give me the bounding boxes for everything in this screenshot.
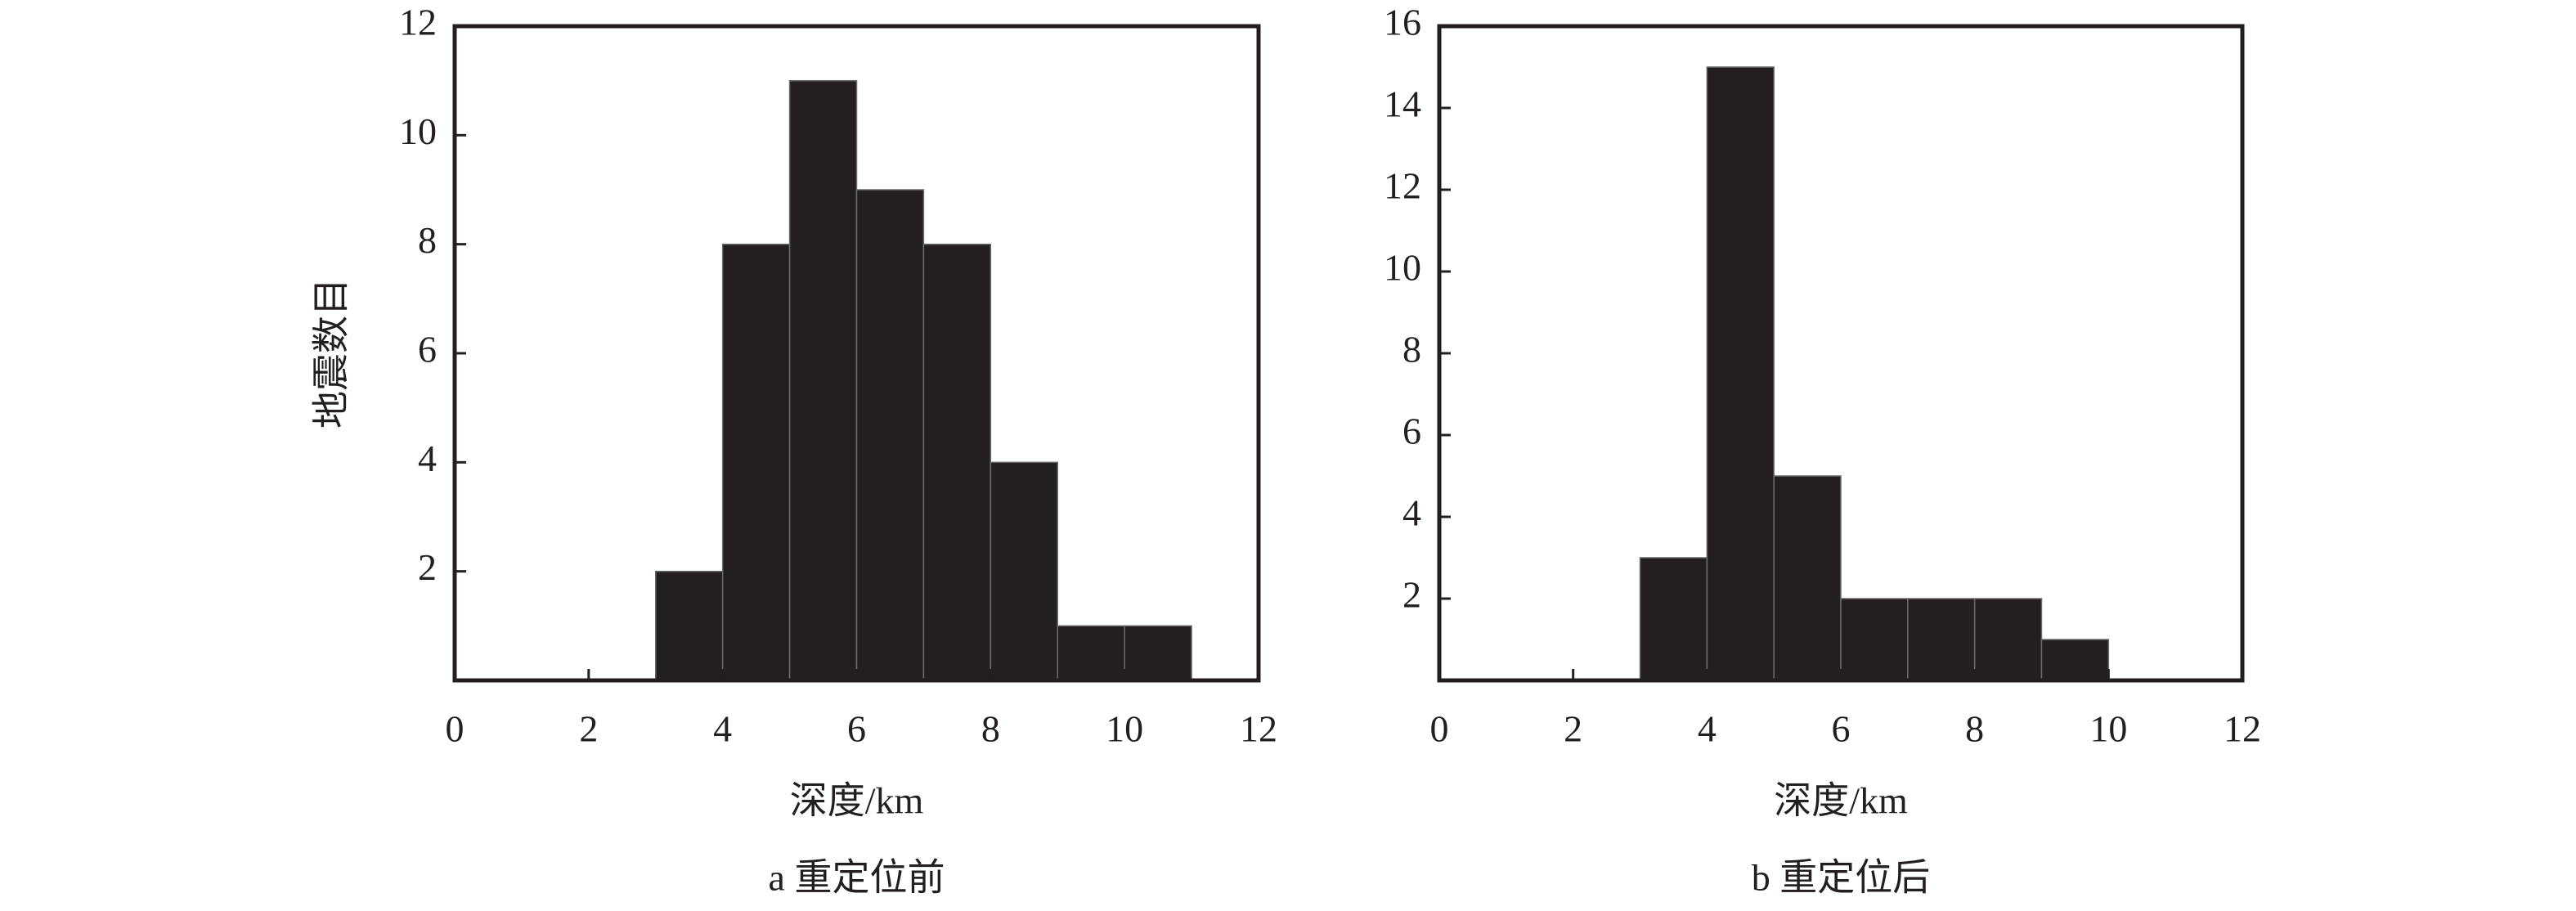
x-tick-label: 2 — [1564, 708, 1582, 750]
y-tick-label: 4 — [418, 438, 437, 479]
bar — [1706, 66, 1775, 681]
y-tick-label: 2 — [1402, 574, 1421, 616]
bar — [1973, 598, 2043, 681]
x-tick-label: 2 — [579, 708, 598, 750]
bar — [922, 243, 992, 681]
x-tick-label: 4 — [1698, 708, 1717, 750]
y-tick-label: 12 — [1384, 165, 1421, 207]
y-tick-label: 10 — [399, 110, 437, 152]
x-tick-label: 6 — [847, 708, 866, 750]
y-tick-label: 8 — [418, 219, 437, 261]
bar — [1057, 625, 1125, 681]
x-tick-label: 10 — [2089, 708, 2127, 750]
bar — [2040, 639, 2110, 681]
bar — [1907, 598, 1976, 681]
y-tick-label: 12 — [399, 2, 437, 43]
y-tick-label: 8 — [1402, 329, 1421, 370]
bar — [655, 570, 724, 681]
bar — [990, 461, 1059, 681]
x-tick-label: 12 — [2224, 708, 2261, 750]
y-tick-label: 14 — [1384, 83, 1421, 125]
y-axis-label: 地震数目 — [311, 278, 352, 429]
bar — [788, 79, 858, 681]
y-tick-label: 6 — [1402, 411, 1421, 452]
bar — [855, 189, 925, 681]
bar — [1773, 475, 1842, 681]
x-tick-label: 8 — [1965, 708, 1984, 750]
x-tick-label: 8 — [981, 708, 1000, 750]
x-tick-label: 6 — [1832, 708, 1851, 750]
x-tick-label: 0 — [1430, 708, 1449, 750]
y-tick-label: 10 — [1384, 247, 1421, 289]
x-axis-label: 深度/km — [790, 780, 924, 822]
y-tick-label: 2 — [418, 546, 437, 588]
bar — [1840, 598, 1909, 681]
y-tick-label: 16 — [1384, 2, 1421, 43]
subplot-title: a 重定位前 — [769, 857, 945, 899]
bar — [1124, 625, 1192, 681]
x-tick-label: 0 — [446, 708, 464, 750]
x-tick-label: 12 — [1240, 708, 1277, 750]
bar — [721, 243, 791, 681]
bar — [1639, 557, 1708, 681]
y-tick-label: 4 — [1402, 492, 1421, 534]
x-tick-label: 4 — [713, 708, 732, 750]
y-tick-label: 6 — [418, 329, 437, 370]
subplot-title: b 重定位后 — [1752, 857, 1931, 899]
x-axis-label: 深度/km — [1774, 780, 1908, 822]
x-tick-label: 10 — [1106, 708, 1143, 750]
